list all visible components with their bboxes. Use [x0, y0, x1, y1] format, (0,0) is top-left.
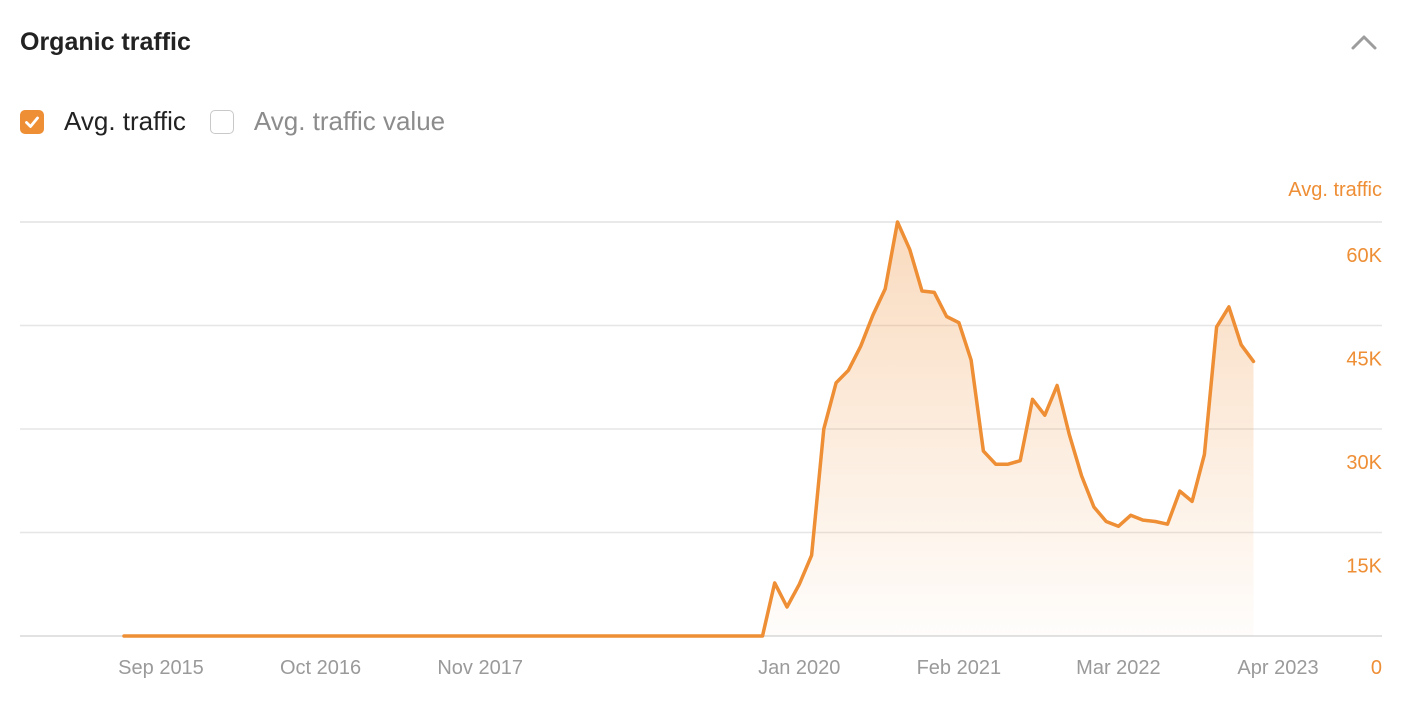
checkmark-icon [25, 116, 39, 128]
y-tick-label: 45K [1346, 349, 1382, 371]
x-tick-label: Jan 2020 [758, 657, 840, 679]
series-toggle-legend: Avg. traffic Avg. traffic value [20, 106, 469, 137]
x-tick-label: Feb 2021 [917, 657, 1002, 679]
chevron-up-icon [1351, 35, 1377, 50]
avg-traffic-value-label: Avg. traffic value [253, 106, 446, 136]
y-axis-title: Avg. traffic [1288, 179, 1382, 201]
avg-traffic-toggle[interactable]: Avg. traffic [20, 106, 186, 137]
avg-traffic-label: Avg. traffic [64, 106, 186, 136]
y-tick-label: 30K [1346, 452, 1382, 474]
y-tick-label: 15K [1346, 556, 1382, 578]
traffic-chart: Avg. traffic 0 15K 30K 45K 60K Sep 2015 Oct 201… [20, 179, 1383, 679]
y-tick-label: 60K [1346, 245, 1382, 267]
x-tick-label: Sep 2015 [118, 657, 204, 679]
x-tick-label: Oct 2016 [280, 657, 361, 679]
collapse-button[interactable] [1347, 28, 1381, 58]
avg-traffic-value-checkbox[interactable] [209, 109, 234, 134]
y-tick-label: 0 [1371, 657, 1382, 679]
series-line-avg-traffic [122, 220, 1256, 638]
series-area-avg-traffic [124, 222, 1254, 636]
x-tick-label: Mar 2022 [1076, 657, 1161, 679]
panel-title: Organic traffic [20, 28, 191, 56]
avg-traffic-value-toggle[interactable]: Avg. traffic value [209, 106, 446, 137]
avg-traffic-checkbox[interactable] [20, 109, 44, 134]
x-tick-label: Nov 2017 [437, 657, 523, 679]
x-tick-label: Apr 2023 [1237, 657, 1318, 679]
